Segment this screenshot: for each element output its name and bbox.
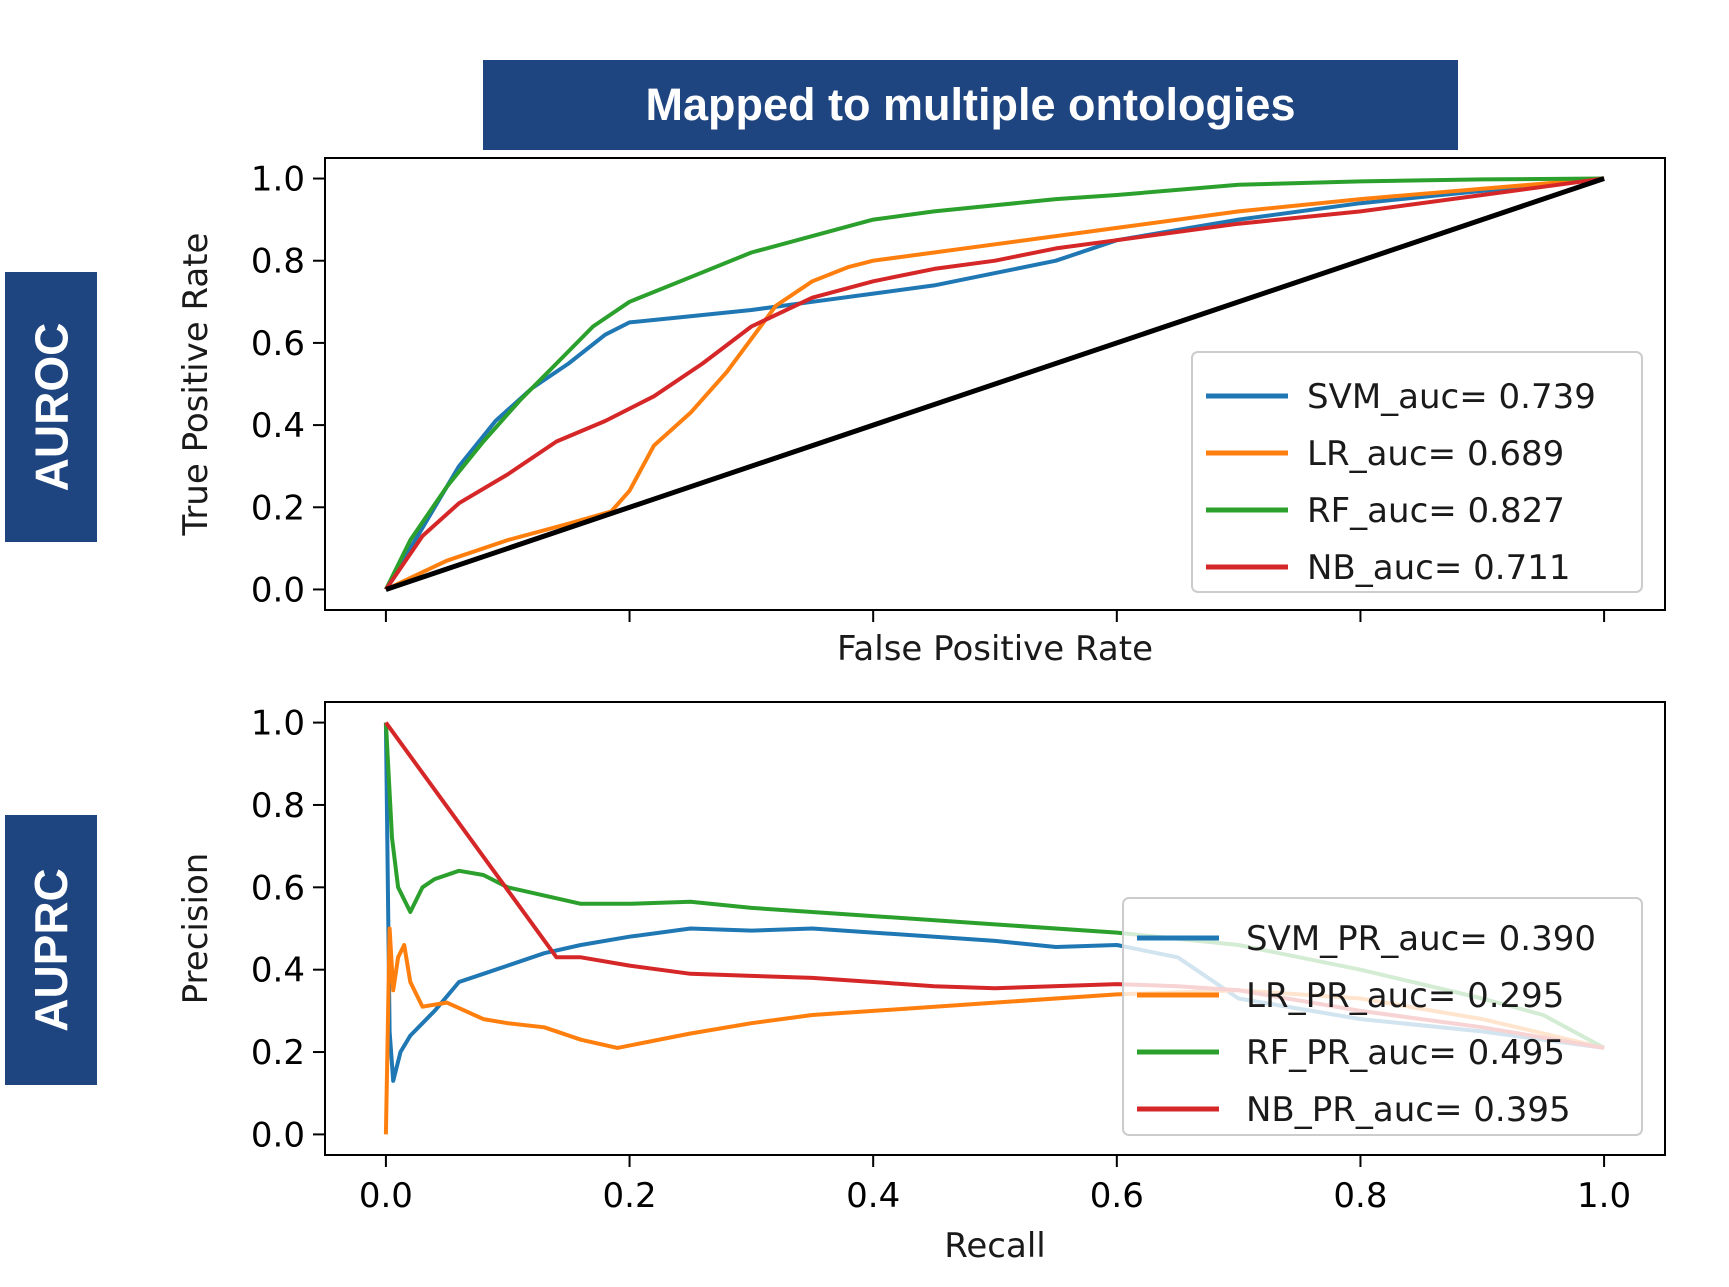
legend-entry-nb: NB_auc= 0.711 xyxy=(1307,548,1570,588)
y-tick-label: 1.0 xyxy=(251,160,305,200)
plot-frame xyxy=(324,701,1666,1156)
series-line-rf xyxy=(384,176,1605,591)
x-tick-label: 0.0 xyxy=(359,1176,413,1216)
plot-frame xyxy=(324,157,1666,611)
y-tick-label: 0.4 xyxy=(251,406,305,446)
legend-entry-rf: RF_PR_auc= 0.495 xyxy=(1246,1033,1565,1073)
series-line-nb xyxy=(384,176,1605,591)
y-tick-label: 0.6 xyxy=(251,324,305,364)
chart-title-banner: Mapped to multiple ontologies xyxy=(483,60,1458,150)
series-line-svm xyxy=(384,176,1605,591)
y-axis-label: True Positive Rate xyxy=(176,233,216,537)
y-tick-label: 0.0 xyxy=(251,1115,305,1155)
legend-entry-lr: LR_auc= 0.689 xyxy=(1307,434,1564,474)
series-group xyxy=(384,176,1605,592)
series-line-lr xyxy=(385,176,1605,592)
y-tick-label: 0.0 xyxy=(251,570,305,610)
legend-entry-lr: LR_PR_auc= 0.295 xyxy=(1246,976,1564,1016)
x-tick-label: 0.4 xyxy=(846,1176,900,1216)
y-tick-label: 0.8 xyxy=(251,786,305,826)
x-tick-label: 0.8 xyxy=(1333,1176,1387,1216)
legend-entry-svm: SVM_PR_auc= 0.390 xyxy=(1246,919,1596,959)
auprc-side-label: AUPRC xyxy=(5,815,97,1085)
y-tick-label: 0.2 xyxy=(251,1033,305,1073)
legend-entry-rf: RF_auc= 0.827 xyxy=(1307,491,1565,531)
x-tick-label: 0.6 xyxy=(1090,1176,1144,1216)
y-tick-label: 0.6 xyxy=(251,868,305,908)
legend: SVM_auc= 0.739 LR_auc= 0.689 RF_auc= 0.827… xyxy=(1191,351,1643,593)
y-tick-label: 0.2 xyxy=(251,488,305,528)
chart-panel-roc: 0.0 0.2 0.4 0.6 0.8 1.0 False Positive Rate Tru… xyxy=(176,157,1666,669)
auroc-side-label: AUROC xyxy=(5,272,97,542)
y-tick-label: 1.0 xyxy=(251,704,305,744)
legend-entry-svm: SVM_auc= 0.739 xyxy=(1307,377,1596,417)
x-tick-label: 1.0 xyxy=(1577,1176,1631,1216)
series-line-diagonal xyxy=(385,176,1605,592)
y-axis-label: Precision xyxy=(176,853,216,1005)
y-tick-label: 0.4 xyxy=(251,951,305,991)
legend-box xyxy=(1191,351,1643,593)
legend-entry-nb: NB_PR_auc= 0.395 xyxy=(1246,1090,1571,1130)
legend: SVM_PR_auc= 0.390 LR_PR_auc= 0.295 RF_PR_a… xyxy=(1122,897,1643,1136)
x-axis-label: False Positive Rate xyxy=(837,629,1153,669)
legend-box xyxy=(1122,897,1643,1136)
x-tick-label: 0.2 xyxy=(603,1176,657,1216)
y-tick-label: 0.8 xyxy=(251,242,305,282)
x-axis-label: Recall xyxy=(944,1226,1045,1266)
chart-panel-pr: 0.0 0.2 0.4 0.6 0.8 1.0 0.0 0.2 0.4 0.6 0.8 1.0 Reca… xyxy=(176,701,1666,1266)
